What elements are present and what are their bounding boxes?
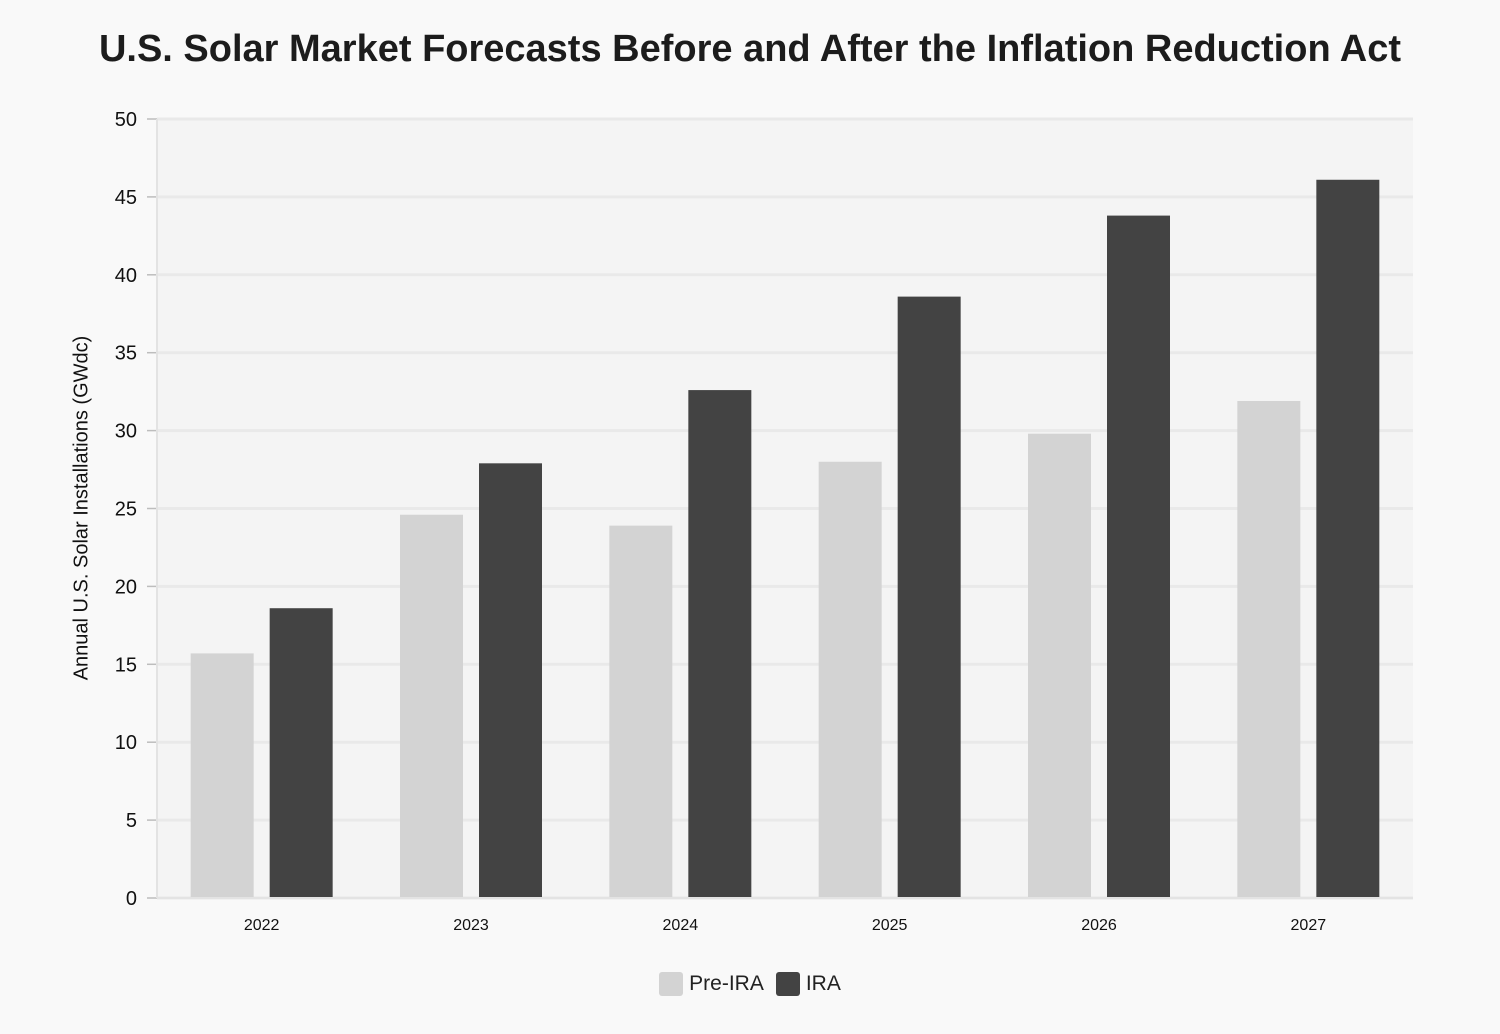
y-tick-label: 25 xyxy=(115,499,137,521)
bar-ira-2026 xyxy=(1107,215,1170,898)
chart-title: U.S. Solar Market Forecasts Before and A… xyxy=(98,28,1402,70)
y-tick-label: 30 xyxy=(115,421,137,443)
bar-pre-ira-2026 xyxy=(1028,433,1091,898)
y-tick-label: 20 xyxy=(115,576,137,598)
bar-pre-ira-2025 xyxy=(818,461,882,898)
legend-label-ira: IRA xyxy=(805,972,841,995)
x-tick-label: 2027 xyxy=(1291,917,1327,934)
y-tick-label: 10 xyxy=(115,732,137,754)
bar-pre-ira-2027 xyxy=(1237,400,1301,898)
bar-ira-2027 xyxy=(1316,179,1380,899)
y-tick-label: 40 xyxy=(115,265,137,287)
legend-swatch-ira xyxy=(775,972,800,996)
y-tick-label: 15 xyxy=(115,654,137,676)
legend-label-pre-ira: Pre-IRA xyxy=(689,972,764,995)
bar-ira-2022 xyxy=(269,608,333,898)
legend-swatch-pre-ira xyxy=(659,972,684,996)
y-tick-label: 0 xyxy=(126,888,137,910)
y-tick-label: 50 xyxy=(115,109,137,131)
bar-ira-2024 xyxy=(688,390,752,898)
bar-ira-2023 xyxy=(479,463,542,898)
y-tick-label: 45 xyxy=(115,187,137,209)
legend: Pre-IRA IRA xyxy=(0,972,1500,996)
x-tick-label: 2022 xyxy=(244,917,280,934)
legend-item-ira[interactable]: IRA xyxy=(775,972,841,996)
legend-item-pre-ira[interactable]: Pre-IRA xyxy=(659,972,764,996)
y-tick-label: 5 xyxy=(126,810,137,832)
bar-pre-ira-2024 xyxy=(609,525,673,898)
x-tick-label: 2026 xyxy=(1081,917,1117,934)
x-tick-label: 2025 xyxy=(872,917,908,934)
bar-ira-2025 xyxy=(897,296,961,898)
bar-pre-ira-2022 xyxy=(190,653,254,898)
x-tick-label: 2023 xyxy=(453,917,489,934)
y-tick-label: 35 xyxy=(115,343,137,365)
bar-pre-ira-2023 xyxy=(400,514,463,898)
x-tick-label: 2024 xyxy=(663,917,699,934)
